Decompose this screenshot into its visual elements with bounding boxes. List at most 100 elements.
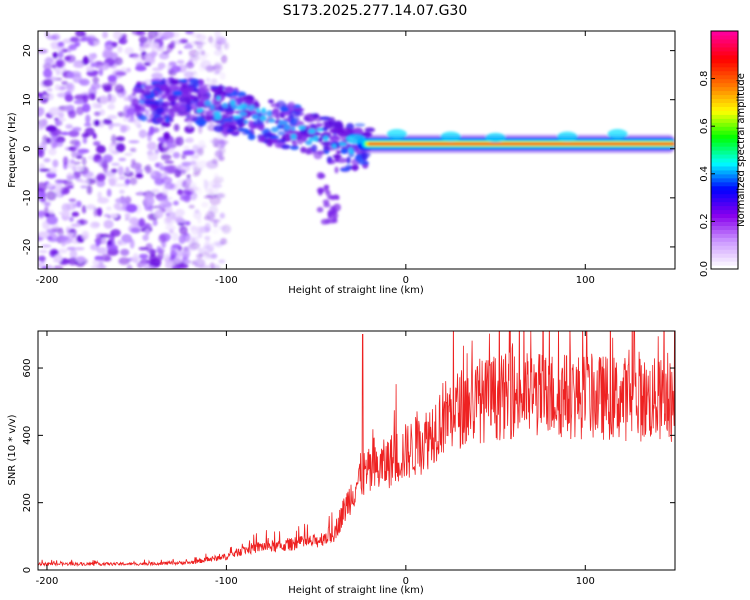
track-blob	[226, 128, 234, 133]
track-blob-hot	[278, 120, 285, 126]
colorbar-ticks: 0.0 0.2 0.4 0.6 0.8	[699, 71, 715, 277]
noise-blob	[181, 248, 191, 258]
noise-blob	[130, 227, 140, 233]
noise-blob	[38, 125, 45, 131]
noise-blob	[64, 94, 74, 102]
noise-blob	[99, 233, 111, 238]
track-blob-hot	[283, 124, 291, 131]
colorbar-segment	[711, 146, 738, 151]
colorbar-segment	[711, 106, 738, 111]
noise-blob	[45, 125, 57, 132]
noise-blob	[164, 182, 175, 190]
track-blob	[293, 108, 305, 112]
track-blob-hot	[266, 109, 272, 117]
noise-blob	[138, 247, 149, 251]
noise-blob	[44, 57, 54, 66]
noise-blob	[50, 249, 59, 256]
colorbar-segment	[711, 126, 738, 131]
noise-blob	[145, 228, 151, 236]
noise-blob	[86, 184, 93, 195]
noise-blob	[126, 107, 136, 116]
spec-ytick-label: 0	[22, 146, 33, 152]
noise-blob	[193, 210, 202, 220]
noise-blob	[41, 265, 48, 269]
noise-blob	[81, 205, 87, 214]
track-blob	[311, 144, 318, 152]
noise-blob	[174, 250, 184, 258]
noise-blob	[211, 252, 218, 260]
noise-blob	[55, 58, 66, 69]
tail-blob	[317, 188, 323, 196]
track-blob-hot	[214, 113, 222, 121]
colorbar-tick-label: 0.0	[699, 261, 710, 277]
noise-blob	[135, 65, 147, 72]
track-blob	[143, 85, 155, 90]
colorbar-segment	[711, 193, 738, 199]
colorbar-segment	[711, 86, 738, 92]
noise-blob	[64, 182, 75, 188]
snr-y-ticks: 0 200 400 600	[22, 358, 675, 573]
noise-blob	[85, 114, 91, 124]
noise-blob	[43, 68, 53, 78]
tail-blob	[324, 185, 329, 193]
noise-blob	[151, 188, 160, 194]
track-blob	[313, 151, 323, 160]
noise-blob	[38, 107, 45, 117]
noise-blob	[39, 168, 51, 172]
noise-blob	[38, 210, 46, 218]
noise-blob	[68, 198, 77, 203]
noise-blob	[177, 188, 183, 196]
track-blob-hot	[255, 108, 261, 113]
track-blob	[265, 138, 273, 147]
track-blob	[287, 101, 296, 110]
noise-blob	[184, 221, 191, 226]
track-blob	[217, 86, 224, 90]
noise-blob	[98, 68, 104, 77]
track-blob	[319, 116, 332, 121]
track-blob-hot	[243, 119, 249, 124]
noise-blob	[217, 38, 225, 45]
noise-blob	[152, 219, 158, 227]
track-blob-hot	[308, 137, 315, 142]
colorbar-segment	[711, 130, 738, 135]
noise-blob	[81, 156, 87, 166]
noise-blob	[174, 39, 182, 45]
noise-blob	[40, 244, 52, 248]
noise-blob	[71, 149, 77, 159]
noise-blob	[115, 136, 126, 142]
noise-blob	[184, 125, 195, 134]
noise-blob	[153, 128, 158, 133]
noise-blob	[118, 37, 128, 45]
noise-blob	[205, 77, 211, 83]
noise-blob	[161, 176, 173, 185]
track-blob	[178, 96, 191, 103]
tail-blob	[322, 199, 330, 205]
colorbar-segment	[711, 233, 738, 238]
track-blob	[269, 135, 280, 140]
colorbar-tick-label: 0.8	[699, 71, 710, 87]
noise-blob	[46, 93, 54, 101]
track-blob	[259, 135, 267, 142]
track-blob	[333, 120, 343, 129]
noise-blob	[165, 206, 174, 213]
noise-blob	[107, 74, 117, 82]
spectrogram-x-label: Height of straight line (km)	[288, 285, 424, 296]
noise-blob	[147, 152, 159, 162]
noise-blob	[72, 145, 79, 151]
spec-xtick-label: -100	[215, 275, 238, 286]
track-blob	[313, 113, 320, 119]
noise-blob	[216, 133, 225, 138]
colorbar-segment	[711, 122, 738, 127]
noise-blob	[178, 50, 183, 55]
track-blob	[360, 151, 371, 158]
noise-blob	[89, 54, 97, 60]
track-blob	[165, 118, 170, 123]
noise-blob	[162, 50, 170, 55]
noise-blob	[102, 50, 111, 59]
noise-blob	[48, 106, 61, 117]
track-blob-hot	[291, 126, 296, 131]
noise-blob	[69, 36, 80, 43]
snr-frame	[37, 330, 676, 571]
snr-ytick-label: 200	[22, 493, 33, 512]
